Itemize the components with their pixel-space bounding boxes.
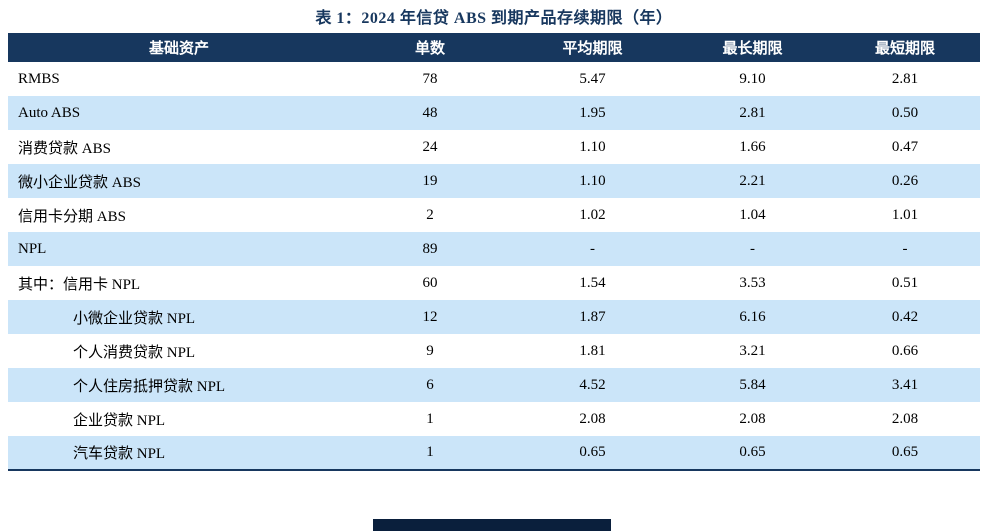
cell-max-term: 3.53 xyxy=(739,274,766,291)
cell-count: 12 xyxy=(422,308,438,325)
cell-count: 24 xyxy=(422,138,438,155)
table-row: 个人住房抵押贷款 NPL 6 4.52 5.84 3.41 xyxy=(8,368,980,402)
cell-count: 19 xyxy=(422,172,438,189)
table-row: 消费贷款 ABS 24 1.10 1.66 0.47 xyxy=(8,130,980,164)
cell-max-term: 0.65 xyxy=(739,444,766,460)
cell-avg-term: 5.47 xyxy=(579,70,606,87)
table-body: RMBS 78 5.47 9.10 2.81 Auto ABS 48 1.95 … xyxy=(8,62,980,470)
cell-min-term: 0.51 xyxy=(891,274,919,291)
table-row: 微小企业贷款 ABS 19 1.10 2.21 0.26 xyxy=(8,164,980,198)
table-row: NPL 89 - - - xyxy=(8,232,980,266)
cell-asset: 消费贷款 ABS xyxy=(18,140,111,157)
cell-asset: 个人消费贷款 NPL xyxy=(73,344,196,361)
footer-bar xyxy=(373,519,611,531)
cell-min-term: 2.08 xyxy=(891,410,919,427)
table-row: 其中：信用卡 NPL 60 1.54 3.53 0.51 xyxy=(8,266,980,300)
cell-max-term: 5.84 xyxy=(739,376,766,393)
table-row: 小微企业贷款 NPL 12 1.87 6.16 0.42 xyxy=(8,300,980,334)
header-row: 基础资产 单数 平均期限 最长期限 最短期限 xyxy=(8,33,980,62)
table-row: 个人消费贷款 NPL 9 1.81 3.21 0.66 xyxy=(8,334,980,368)
header-count: 单数 xyxy=(350,33,510,62)
cell-count: 60 xyxy=(422,274,438,291)
cell-asset: RMBS xyxy=(18,70,60,87)
cell-max-term: 2.08 xyxy=(739,410,766,427)
cell-min-term: - xyxy=(902,240,908,257)
table-row: 信用卡分期 ABS 2 1.02 1.04 1.01 xyxy=(8,198,980,232)
cell-avg-term: 1.02 xyxy=(579,206,606,223)
cell-asset: 汽车贷款 NPL xyxy=(73,446,166,462)
header-min-term: 最短期限 xyxy=(830,33,980,62)
cell-avg-term: 4.52 xyxy=(579,376,606,393)
cell-max-term: 3.21 xyxy=(739,342,766,359)
cell-count: 78 xyxy=(422,70,438,87)
table-row: 企业贷款 NPL 1 2.08 2.08 2.08 xyxy=(8,402,980,436)
cell-min-term: 2.81 xyxy=(891,70,919,87)
header-avg-term: 平均期限 xyxy=(510,33,675,62)
cell-count: 89 xyxy=(422,240,438,257)
cell-min-term: 0.50 xyxy=(891,104,919,121)
cell-asset: NPL xyxy=(18,240,47,257)
cell-min-term: 0.65 xyxy=(891,444,919,460)
cell-asset: 微小企业贷款 ABS xyxy=(18,174,141,191)
cell-asset: 其中：信用卡 NPL xyxy=(18,276,141,293)
cell-asset: 信用卡分期 ABS xyxy=(18,208,126,225)
cell-avg-term: 1.81 xyxy=(579,342,606,359)
cell-count: 1 xyxy=(426,410,434,427)
cell-asset: 企业贷款 NPL xyxy=(73,412,166,429)
cell-avg-term: 1.10 xyxy=(579,172,606,189)
cell-count: 9 xyxy=(426,342,434,359)
cell-asset: 小微企业贷款 NPL xyxy=(73,310,196,327)
cell-count: 48 xyxy=(422,104,438,121)
cell-min-term: 0.66 xyxy=(891,342,919,359)
cell-asset: 个人住房抵押贷款 NPL xyxy=(73,378,226,395)
table-row: RMBS 78 5.47 9.10 2.81 xyxy=(8,62,980,96)
cell-max-term: - xyxy=(750,240,755,257)
table-row: 汽车贷款 NPL 1 0.65 0.65 0.65 xyxy=(8,436,980,470)
header-max-term: 最长期限 xyxy=(675,33,830,62)
cell-avg-term: - xyxy=(590,240,595,257)
cell-avg-term: 1.54 xyxy=(579,274,606,291)
cell-min-term: 3.41 xyxy=(891,376,919,393)
header-asset: 基础资产 xyxy=(8,33,350,62)
cell-max-term: 2.81 xyxy=(739,104,766,121)
table-row: Auto ABS 48 1.95 2.81 0.50 xyxy=(8,96,980,130)
cell-avg-term: 0.65 xyxy=(579,444,606,460)
cell-avg-term: 1.10 xyxy=(579,138,606,155)
table-header: 基础资产 单数 平均期限 最长期限 最短期限 xyxy=(8,33,980,62)
cell-min-term: 0.26 xyxy=(891,172,919,189)
cell-avg-term: 2.08 xyxy=(579,410,606,427)
cell-max-term: 9.10 xyxy=(739,70,766,87)
cell-count: 6 xyxy=(426,376,434,393)
cell-max-term: 1.04 xyxy=(739,206,766,223)
abs-maturity-table: 基础资产 单数 平均期限 最长期限 最短期限 RMBS 78 5.47 9.10… xyxy=(8,33,980,471)
cell-count: 1 xyxy=(426,444,434,460)
cell-min-term: 0.47 xyxy=(891,138,919,155)
table-title: 表 1：2024 年信贷 ABS 到期产品存续期限（年） xyxy=(315,10,673,27)
cell-count: 2 xyxy=(426,206,434,223)
cell-avg-term: 1.95 xyxy=(579,104,606,121)
cell-min-term: 1.01 xyxy=(891,206,919,223)
cell-max-term: 2.21 xyxy=(739,172,766,189)
cell-min-term: 0.42 xyxy=(891,308,919,325)
cell-max-term: 1.66 xyxy=(739,138,766,155)
cell-max-term: 6.16 xyxy=(739,308,766,325)
cell-asset: Auto ABS xyxy=(18,104,81,121)
cell-avg-term: 1.87 xyxy=(579,308,606,325)
